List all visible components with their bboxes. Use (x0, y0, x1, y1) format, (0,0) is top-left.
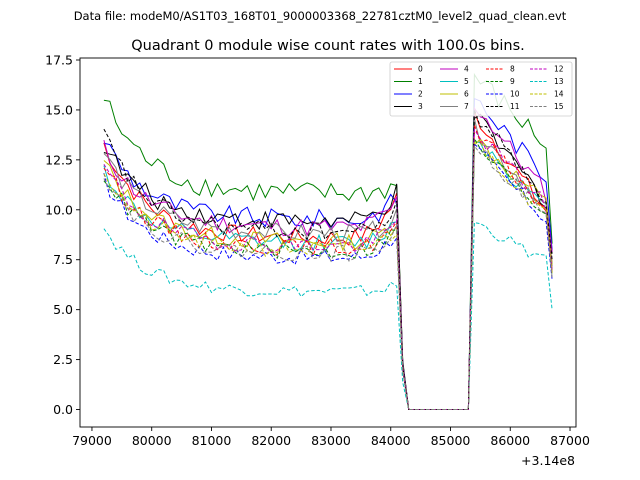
x-tick-label: 81000 (192, 433, 232, 448)
legend-label-15: 15 (554, 102, 564, 111)
series-line-7 (103, 118, 553, 410)
x-tick-label: 84000 (371, 433, 411, 448)
x-offset-label: +3.14e8 (521, 453, 575, 468)
legend-label-4: 4 (464, 65, 469, 74)
y-tick-label: 17.5 (45, 52, 73, 67)
series-line-15 (103, 144, 553, 410)
y-tick-label: 15.0 (45, 102, 73, 117)
series-line-14 (103, 139, 553, 410)
legend-label-5: 5 (464, 77, 469, 86)
legend-label-14: 14 (554, 90, 564, 99)
legend-frame (389, 61, 573, 117)
y-tick-label: 10.0 (45, 202, 73, 217)
series-line-11 (103, 109, 553, 410)
y-tick-label: 5.0 (53, 302, 73, 317)
series-line-9 (103, 136, 553, 410)
legend-label-6: 6 (464, 90, 469, 99)
y-axis: 0.0 2.5 5.0 7.5 10.0 12.5 15.0 17.5 (45, 52, 80, 417)
y-tick-label: 7.5 (53, 252, 73, 267)
series-line-3 (103, 113, 553, 410)
legend-label-9: 9 (510, 77, 515, 86)
chart-title: Quadrant 0 module wise count rates with … (131, 38, 525, 54)
legend-label-10: 10 (510, 90, 520, 99)
series-layer (103, 72, 553, 410)
x-tick-label: 83000 (311, 433, 351, 448)
legend-label-8: 8 (510, 65, 515, 74)
y-tick-label: 12.5 (45, 152, 73, 167)
x-tick-label: 87000 (550, 433, 590, 448)
legend-label-0: 0 (418, 65, 423, 74)
series-line-12 (103, 127, 553, 410)
x-tick-label: 79000 (72, 433, 112, 448)
legend-label-7: 7 (464, 102, 469, 111)
x-tick-label: 85000 (431, 433, 471, 448)
plot-frame (79, 57, 577, 428)
legend-label-2: 2 (418, 90, 423, 99)
legend-label-3: 3 (418, 102, 423, 111)
legend-label-1: 1 (418, 77, 423, 86)
x-tick-label: 80000 (132, 433, 172, 448)
x-tick-label: 82000 (251, 433, 291, 448)
legend-label-11: 11 (510, 102, 520, 111)
legend-label-12: 12 (554, 65, 564, 74)
y-tick-label: 0.0 (53, 402, 73, 417)
x-axis: 79000 80000 81000 82000 83000 84000 85000 86000… (72, 427, 590, 448)
legend-label-13: 13 (554, 77, 564, 86)
y-tick-label: 2.5 (53, 352, 73, 367)
chart-suptitle: Data file: modeM0/AS1T03_168T01_90000033… (74, 9, 567, 23)
x-tick-label: 86000 (490, 433, 530, 448)
series-line-13 (103, 222, 553, 410)
